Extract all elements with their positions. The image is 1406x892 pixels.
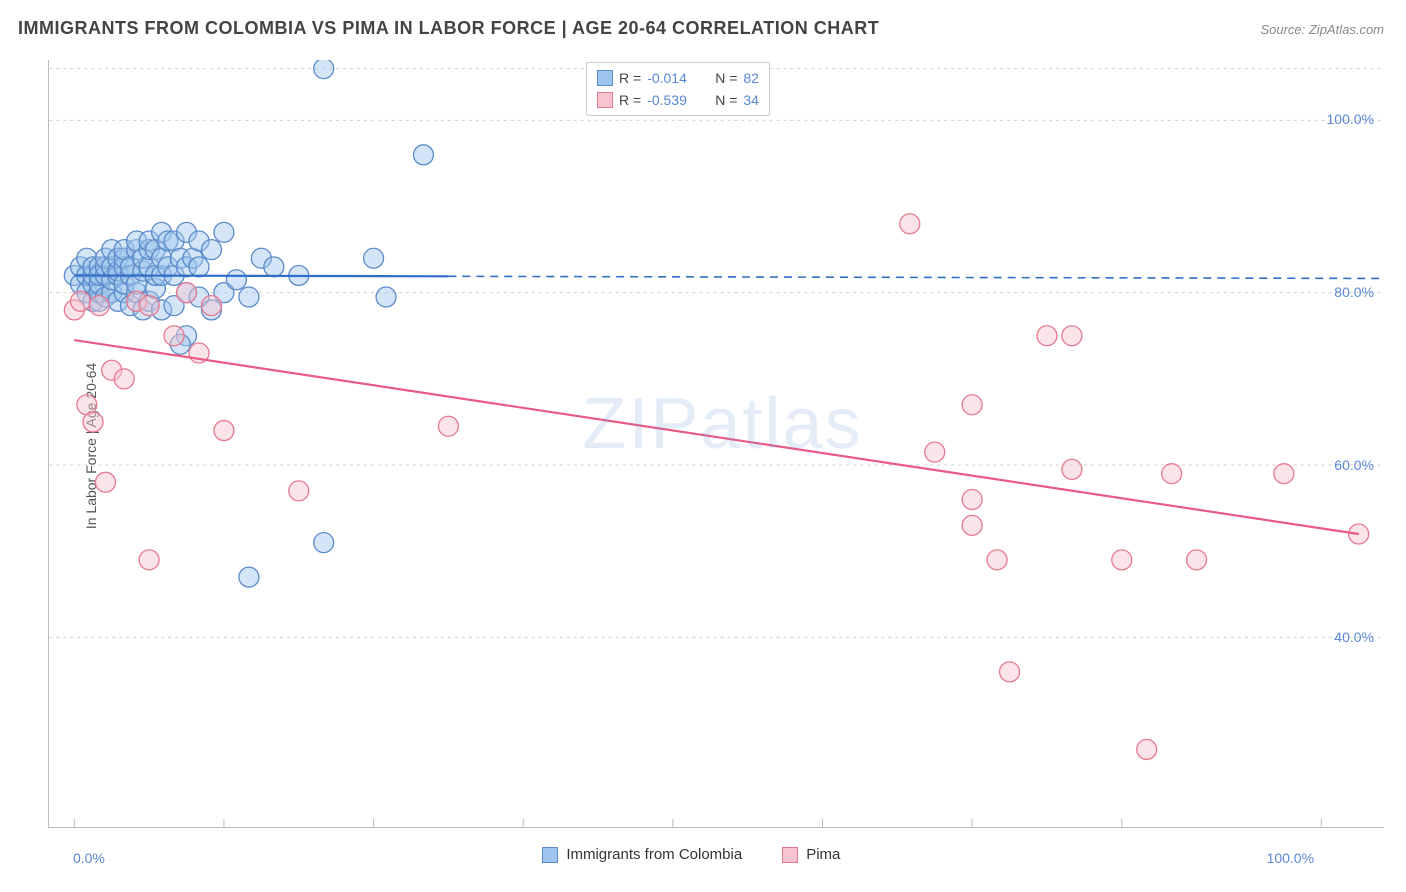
- legend-swatch: [597, 70, 613, 86]
- legend-series-label: Immigrants from Colombia: [566, 846, 742, 863]
- x-tick-label: 0.0%: [73, 850, 105, 866]
- r-value: -0.539: [647, 89, 699, 111]
- y-tick-label: 40.0%: [1314, 629, 1374, 645]
- legend-swatch: [597, 92, 613, 108]
- n-value: 82: [743, 67, 759, 89]
- legend-series-item: Pima: [782, 846, 840, 863]
- y-tick-label: 100.0%: [1314, 111, 1374, 127]
- scatter-plot: [48, 60, 1384, 828]
- chart-title: IMMIGRANTS FROM COLOMBIA VS PIMA IN LABO…: [18, 18, 879, 39]
- legend-stat-row: R = -0.539 N = 34: [597, 89, 759, 111]
- legend-swatch: [542, 847, 558, 863]
- x-tick-label: 100.0%: [1267, 850, 1314, 866]
- r-label: R =: [619, 67, 641, 89]
- y-tick-label: 60.0%: [1314, 457, 1374, 473]
- n-label: N =: [715, 89, 737, 111]
- source-attribution: Source: ZipAtlas.com: [1260, 22, 1384, 37]
- chart-container: IMMIGRANTS FROM COLOMBIA VS PIMA IN LABO…: [0, 0, 1406, 892]
- legend-series-label: Pima: [806, 846, 840, 863]
- r-value: -0.014: [647, 67, 699, 89]
- legend-swatch: [782, 847, 798, 863]
- r-label: R =: [619, 89, 641, 111]
- n-value: 34: [743, 89, 759, 111]
- legend-series-item: Immigrants from Colombia: [542, 846, 742, 863]
- n-label: N =: [715, 67, 737, 89]
- series-legend: Immigrants from Colombia Pima: [542, 846, 840, 863]
- y-tick-label: 80.0%: [1314, 284, 1374, 300]
- correlation-legend: R = -0.014 N = 82 R = -0.539 N = 34: [586, 62, 770, 116]
- legend-stat-row: R = -0.014 N = 82: [597, 67, 759, 89]
